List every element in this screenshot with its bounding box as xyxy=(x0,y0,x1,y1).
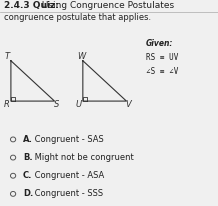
Text: RS ≡ UV: RS ≡ UV xyxy=(146,53,179,62)
Text: W: W xyxy=(78,52,86,61)
Text: S: S xyxy=(54,100,59,109)
Text: U: U xyxy=(75,100,82,109)
Text: D.: D. xyxy=(23,189,33,198)
Text: ∠S ≡ ∠V: ∠S ≡ ∠V xyxy=(146,67,179,76)
Text: Congruent - SAS: Congruent - SAS xyxy=(32,135,103,144)
Text: congruence postulate that applies.: congruence postulate that applies. xyxy=(4,13,152,22)
Text: Congruent - ASA: Congruent - ASA xyxy=(32,171,104,180)
Text: Using Congruence Postulates: Using Congruence Postulates xyxy=(39,1,174,10)
Text: B.: B. xyxy=(23,153,32,162)
Text: Given:: Given: xyxy=(146,39,174,48)
Text: T: T xyxy=(5,52,10,61)
Text: C.: C. xyxy=(23,171,32,180)
Text: Might not be congruent: Might not be congruent xyxy=(32,153,133,162)
Text: R: R xyxy=(4,100,9,109)
Text: V: V xyxy=(126,100,131,109)
Text: A.: A. xyxy=(23,135,33,144)
Text: 2.4.3 Quiz:: 2.4.3 Quiz: xyxy=(4,1,59,10)
Text: Congruent - SSS: Congruent - SSS xyxy=(32,189,103,198)
